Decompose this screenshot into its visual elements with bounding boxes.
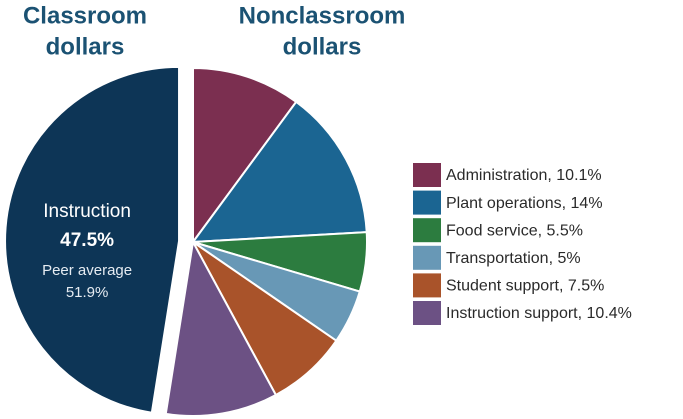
legend-label: Transportation, 5% <box>446 250 581 267</box>
legend-label: Instruction support, 10.4% <box>446 305 632 322</box>
slice-labels: Instruction 47.5% Peer average 51.9% <box>42 201 132 301</box>
legend-swatch <box>413 273 441 298</box>
legend-label: Food service, 5.5% <box>446 222 583 239</box>
legend-swatch <box>413 301 441 325</box>
chart-title: Nonclassroom <box>239 2 406 29</box>
annotation: Peer average <box>42 262 132 279</box>
pie <box>4 65 368 417</box>
legend-swatch <box>413 190 441 215</box>
pie-slice <box>164 238 278 417</box>
legend-swatch <box>413 218 441 243</box>
legend: Administration, 10.1% Plant operations, 1… <box>413 163 632 325</box>
legend-label: Student support, 7.5% <box>446 278 604 295</box>
annotation: 51.9% <box>66 284 109 301</box>
legend-label: Administration, 10.1% <box>446 167 602 184</box>
pie-slice <box>4 65 181 414</box>
pie-slice <box>190 100 368 244</box>
legend-label: Plant operations, 14% <box>446 195 603 212</box>
chart-title: Classroom <box>23 2 147 29</box>
chart-title: dollars <box>283 33 362 60</box>
legend-swatch <box>413 163 441 187</box>
legend-swatch <box>413 245 441 270</box>
slice-value-label: 47.5% <box>60 230 114 251</box>
slice-label: Instruction <box>43 201 131 222</box>
chart-title: dollars <box>46 33 125 60</box>
pie-slice <box>192 66 298 246</box>
